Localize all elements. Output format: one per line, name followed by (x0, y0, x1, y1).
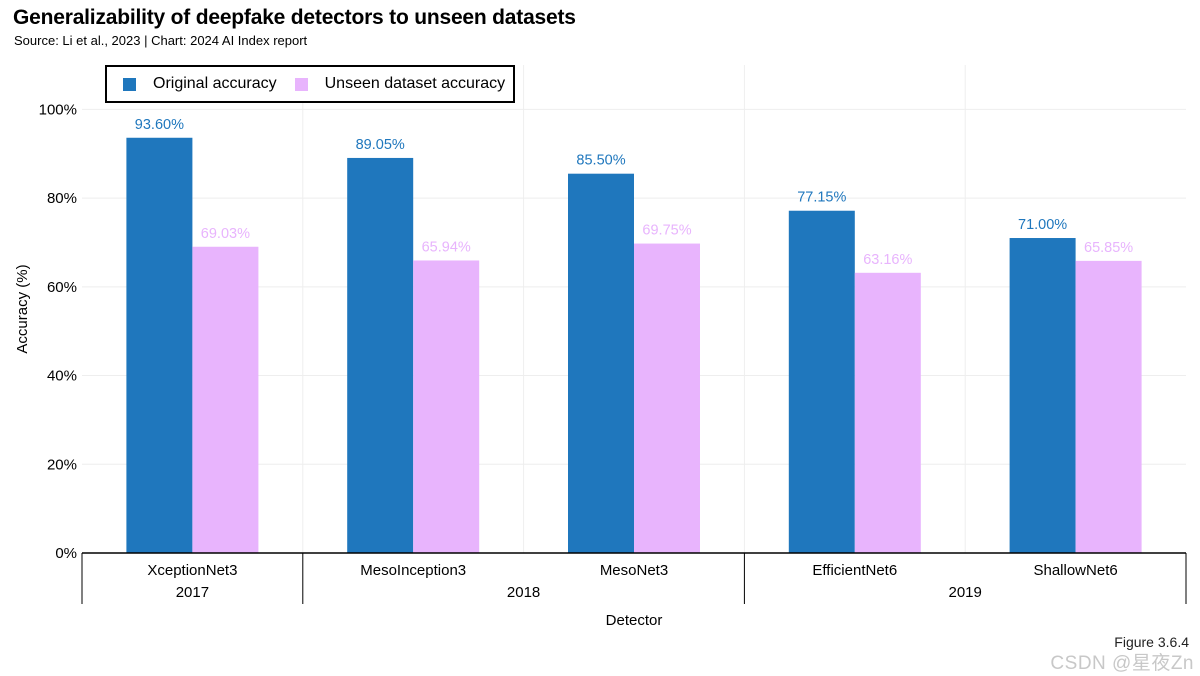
legend-label-original: Original accuracy (153, 75, 277, 92)
legend-item-unseen: Unseen dataset accuracy (294, 75, 506, 93)
data-label-mesonet3-original: 85.50% (576, 153, 625, 169)
figure-label: Figure 3.6.4 (1114, 634, 1189, 650)
bar-shallownet6-unseen (1075, 260, 1142, 553)
x-axis-title: Detector (606, 612, 663, 629)
group-label-year: 2018 (507, 584, 540, 601)
legend: Original accuracy Unseen dataset accurac… (105, 65, 516, 103)
bar-shallownet6-original (1009, 238, 1076, 553)
chart-subtitle: Source: Li et al., 2023 | Chart: 2024 AI… (14, 33, 308, 48)
data-label-xceptionnet3-original: 93.60% (135, 117, 184, 133)
x-tick-label: MesoInception3 (360, 562, 466, 579)
legend-swatch-unseen (294, 77, 308, 91)
bars (126, 137, 1142, 554)
watermark: CSDN @星夜Zn (1050, 653, 1194, 674)
bar-efficientnet6-original (788, 210, 855, 553)
x-axis-categories: XceptionNet3 MesoInception3 MesoNet3 Effici… (81, 553, 1187, 604)
data-label-shallownet6-unseen: 65.85% (1084, 240, 1133, 256)
y-tick-label: 80% (47, 190, 77, 207)
legend-label-unseen: Unseen dataset accuracy (324, 75, 506, 92)
legend-swatch-original (123, 77, 136, 91)
x-tick-label: EfficientNet6 (812, 562, 897, 579)
data-label-mesoinception3-original: 89.05% (356, 137, 405, 153)
y-tick-label: 0% (55, 545, 77, 562)
y-axis-ticks: 0% 20% 40% 60% 80% 100% (39, 101, 77, 562)
y-tick-label: 20% (47, 456, 77, 473)
data-label-mesoinception3-unseen: 65.94% (422, 239, 471, 255)
bar-xceptionnet3-unseen (192, 246, 259, 553)
data-labels: 93.60% 69.03% 89.05% 65.94% 85.50% 69.75% 77.1… (135, 117, 1133, 268)
group-label-year: 2019 (949, 584, 982, 601)
data-label-mesonet3-unseen: 69.75% (642, 223, 691, 239)
y-tick-label: 100% (39, 101, 77, 118)
bar-mesoinception3-unseen (413, 260, 480, 553)
x-tick-label: XceptionNet3 (147, 562, 237, 579)
data-label-shallownet6-original: 71.00% (1018, 217, 1067, 233)
bar-mesonet3-original (568, 173, 634, 553)
x-tick-label: ShallowNet6 (1033, 562, 1117, 579)
data-label-xceptionnet3-unseen: 69.03% (201, 226, 250, 242)
x-tick-label: MesoNet3 (600, 562, 668, 579)
group-label-year: 2017 (176, 584, 209, 601)
gridlines (82, 65, 1186, 553)
data-label-efficientnet6-original: 77.15% (797, 190, 846, 206)
bar-mesonet3-unseen (634, 243, 700, 553)
chart-title: Generalizability of deepfake detectors t… (13, 6, 576, 29)
legend-item-original: Original accuracy (123, 75, 277, 93)
y-axis-title: Accuracy (%) (14, 264, 31, 353)
bar-xceptionnet3-original (126, 137, 193, 554)
y-tick-label: 40% (47, 368, 77, 385)
bar-efficientnet6-unseen (854, 272, 921, 553)
data-label-efficientnet6-unseen: 63.16% (863, 252, 912, 268)
y-tick-label: 60% (47, 279, 77, 296)
bar-mesoinception3-original (347, 157, 414, 553)
